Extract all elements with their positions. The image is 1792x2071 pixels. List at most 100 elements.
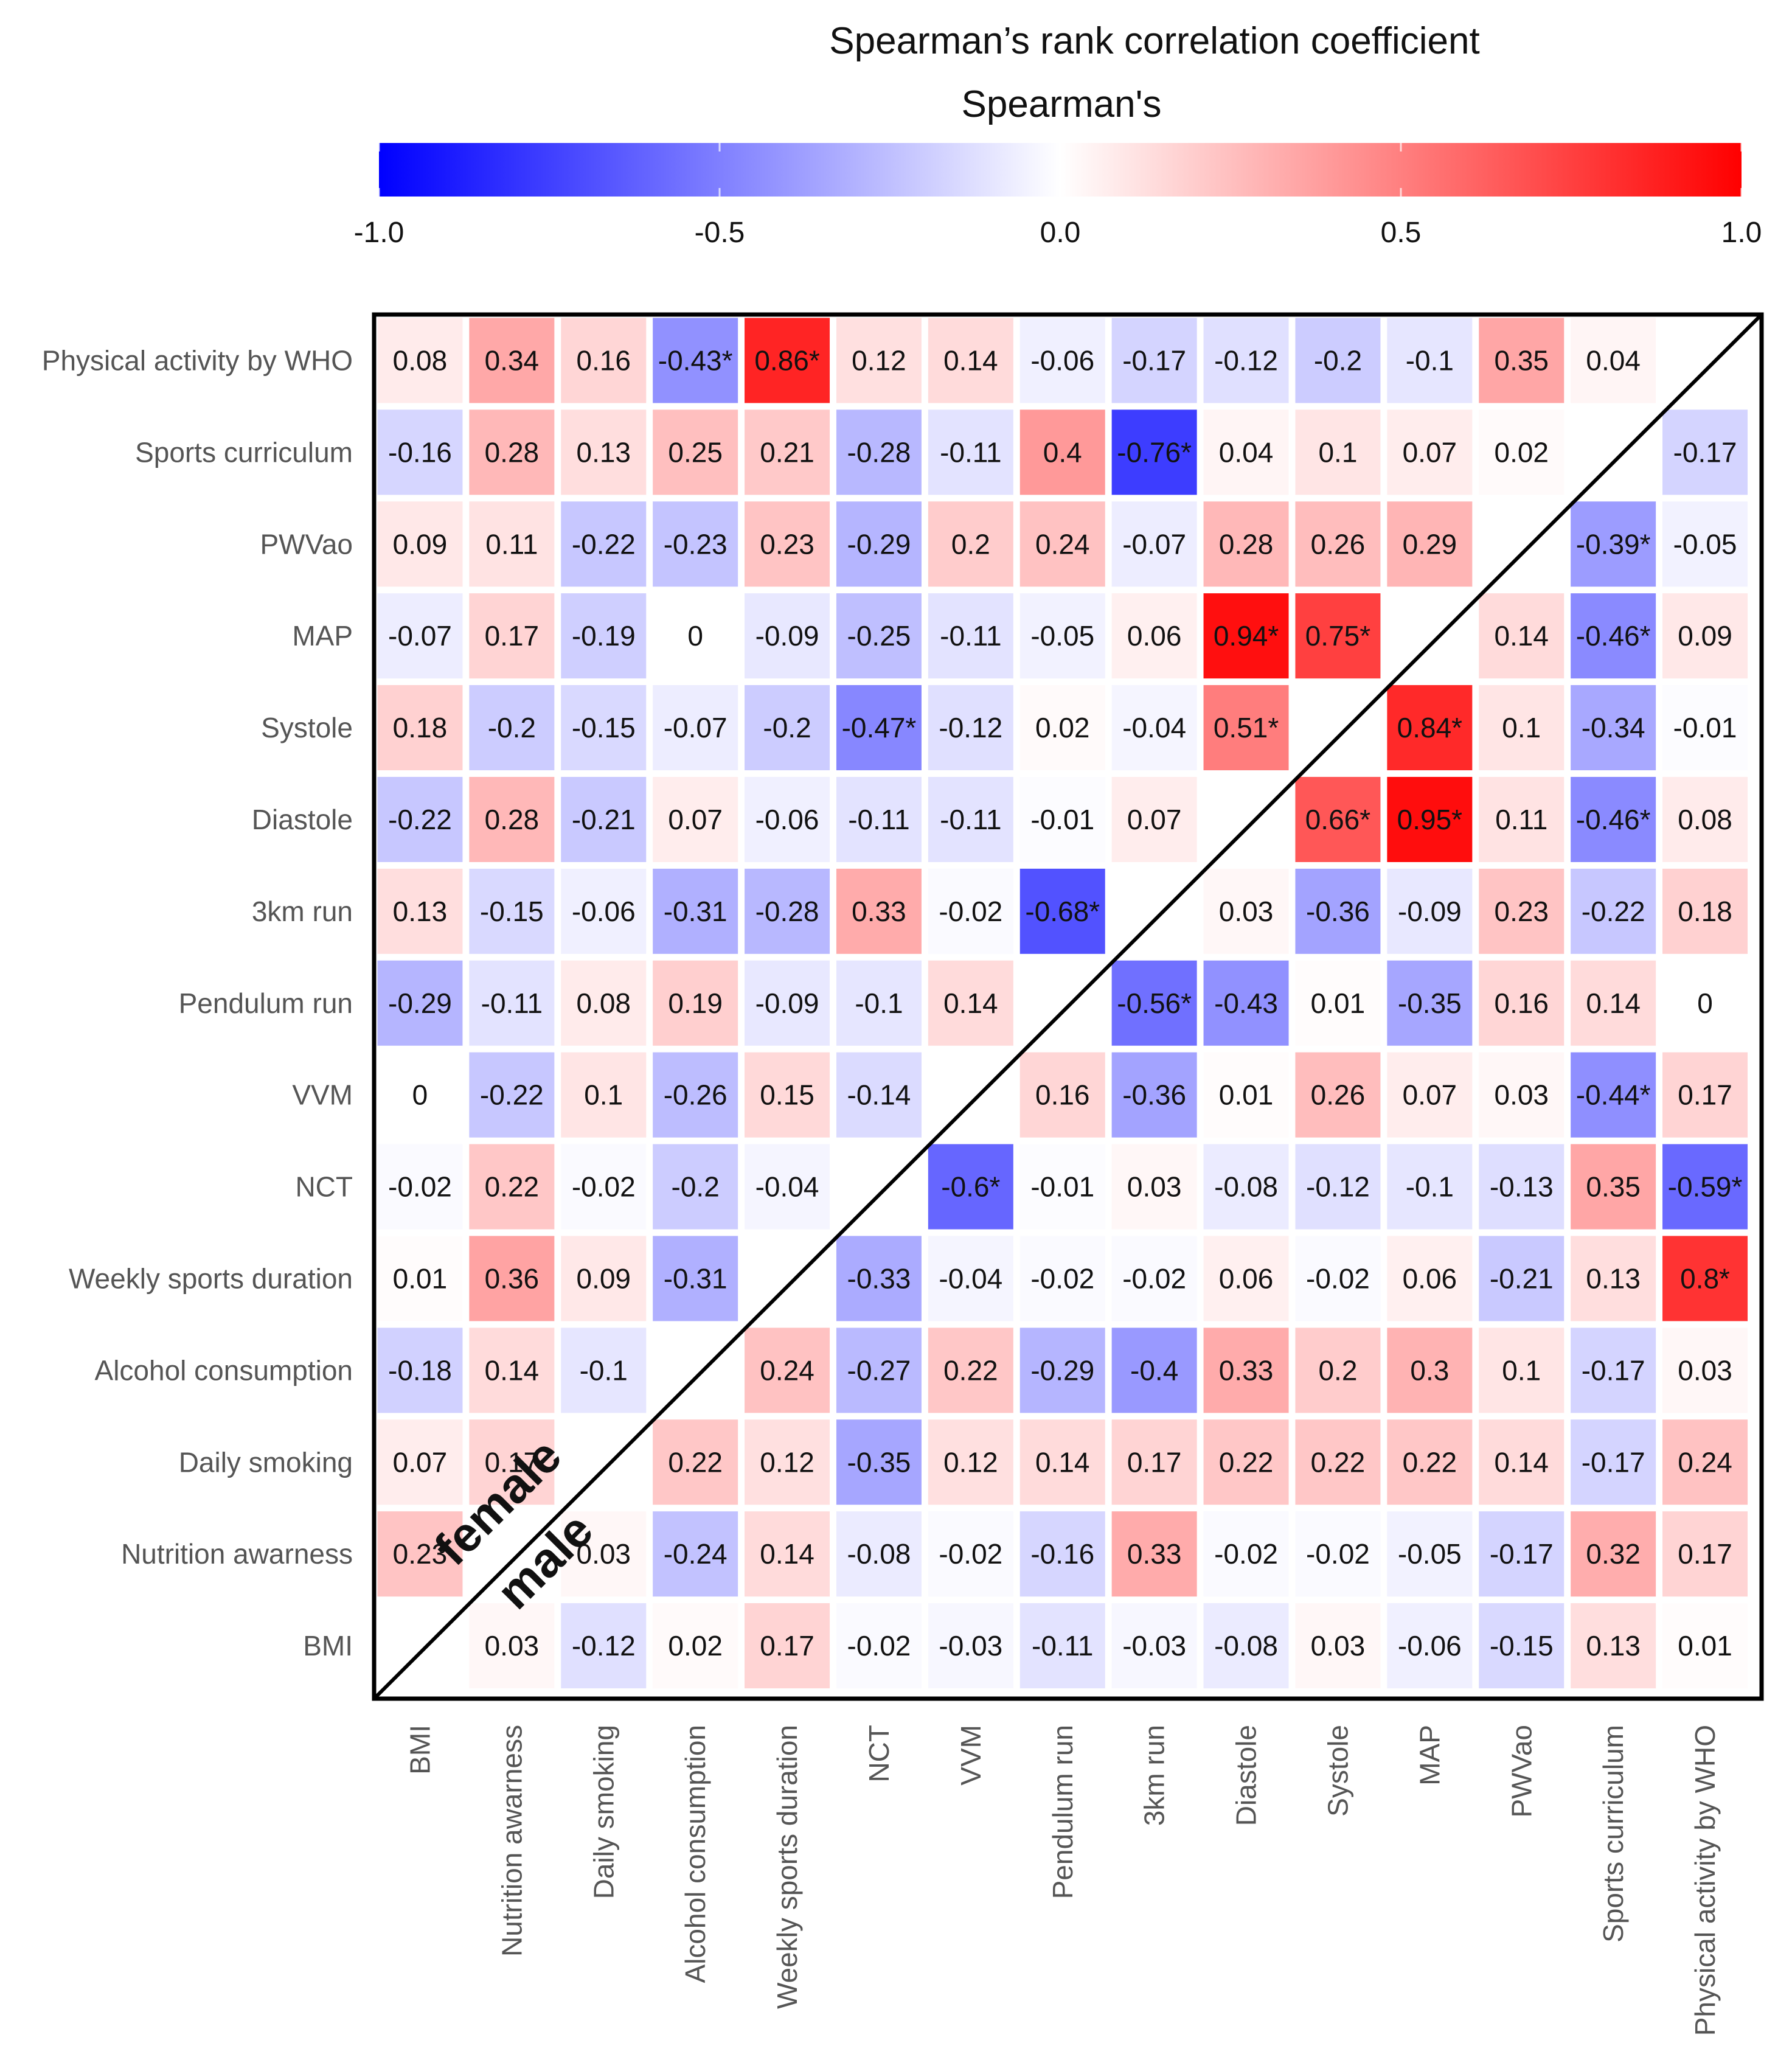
cell-value-label: 0.07 [668,804,723,835]
heatmap-cell: 0.03 [1203,868,1289,954]
heatmap-cell: 0.21 [745,409,830,495]
cell-fill [377,1511,463,1597]
cell-fill [1019,1236,1105,1321]
cell-fill [928,1603,1013,1689]
heatmap-cell: 0.13 [1571,1603,1656,1689]
heatmap-cell: -0.17 [1662,409,1748,495]
cell-value-label: -0.17 [1582,1446,1645,1478]
column-label: Diastole [1231,1725,1262,1826]
cell-value-label: 0.01 [1311,987,1366,1019]
colorbar-tick-label: -0.5 [695,217,745,249]
heatmap-cell: -0.06 [745,776,830,862]
heatmap-cell: 0.06 [1111,593,1197,679]
heatmap-cell: -0.04 [745,1144,830,1230]
column-label: Pendulum run [1047,1725,1078,1899]
heatmap-cell: -0.29 [1019,1328,1105,1413]
cell-value-label: -0.17 [1122,344,1186,376]
cell-fill [1571,318,1656,403]
cell-value-label: 0.17 [760,1630,814,1662]
heatmap-cell: -0.36 [1111,1052,1197,1138]
heatmap-cell: 0.04 [1571,318,1656,403]
cell-fill [377,868,463,954]
row-label: VVM [292,1079,353,1111]
cell-fill [1479,1419,1565,1505]
cell-fill [561,1236,647,1321]
cell-fill [1662,409,1748,495]
colorbar-ticks: -1.0 -0.5 0.0 0.5 1.0 [354,143,1762,249]
cell-fill [836,1603,922,1689]
cell-fill [745,1603,830,1689]
heatmap-cell: 0.17 [469,1419,555,1505]
cell-value-label: 0.86* [754,344,820,376]
cell-fill [1662,501,1748,587]
heatmap-cell: -0.17 [1571,1419,1656,1505]
cell-fill [1019,776,1105,862]
cell-fill [1662,685,1748,771]
cell-value-label: 0.13 [576,436,631,468]
cell-fill [1387,1603,1473,1689]
cell-fill [1111,593,1197,679]
cell-value-label: 0.03 [1219,896,1274,927]
heatmap-cell: -0.2 [469,685,555,771]
cell-fill [1571,1603,1656,1689]
cell-value-label: 0.94* [1214,620,1279,652]
cell-fill [469,1328,555,1413]
heatmap-cell: 0.17 [1111,1419,1197,1505]
cell-value-label: -0.02 [388,1171,452,1203]
heatmap-cell: -0.25 [836,593,922,679]
cell-fill [1203,1144,1289,1230]
cell-fill [561,776,647,862]
heatmap-cell: 0.66* [1295,776,1381,862]
cell-fill [745,593,830,679]
cell-value-label: -0.02 [1030,1262,1094,1294]
cell-fill [928,685,1013,771]
heatmap-cell: 0.13 [561,409,647,495]
heatmap-cell: 0.08 [1662,776,1748,862]
cell-value-label: -0.09 [1398,896,1462,927]
column-label: 3km run [1139,1725,1170,1826]
heatmap-cell: 0.33 [1203,1328,1289,1413]
heatmap-cell: -0.16 [1019,1511,1105,1597]
cell-value-label: 0.84* [1397,712,1463,743]
heatmap-cell: 0.03 [1111,1144,1197,1230]
heatmap-cell: 0.17 [469,593,555,679]
heatmap-cell: 0.14 [928,318,1013,403]
heatmap-cell: -0.39* [1571,501,1656,587]
cell-fill [469,685,555,771]
cell-fill [1571,1328,1656,1413]
cell-value-label: 0.12 [852,344,906,376]
heatmap-cell: 0.22 [469,1144,555,1230]
heatmap-cell: 0.34 [469,318,555,403]
cell-fill [745,776,830,862]
cell-value-label: -0.29 [847,528,911,560]
heatmap-cell: 0.29 [1387,501,1473,587]
cell-value-label: -0.17 [1582,1354,1645,1386]
heatmap-cell: -0.22 [561,501,647,587]
cell-value-label: 0.13 [1586,1630,1641,1662]
cell-value-label: 0.07 [393,1446,448,1478]
heatmap-cell: -0.1 [836,960,922,1046]
cell-value-label: -0.22 [480,1079,544,1111]
cell-value-label: 0.34 [485,344,540,376]
cell-value-label: -0.21 [572,804,636,835]
heatmap-cell: -0.27 [836,1328,922,1413]
cell-value-label: 0.13 [1586,1262,1641,1294]
cell-fill [1662,1328,1748,1413]
cell-value-label: -0.05 [1030,620,1094,652]
heatmap-cell: 0.16 [1019,1052,1105,1138]
cell-fill [469,318,555,403]
cell-fill [928,1511,1013,1597]
colorbar-tick-label: -1.0 [354,217,405,249]
cell-fill [469,1236,555,1321]
cell-fill [1295,409,1381,495]
heatmap-cell: 0.18 [1662,868,1748,954]
cell-fill [745,685,830,771]
heatmap-cell: -0.02 [928,868,1013,954]
heatmap-cell: 0.32 [1571,1511,1656,1597]
cell-fill [1019,593,1105,679]
cell-value-label: -0.07 [388,620,452,652]
heatmap-cell: -0.06 [1019,318,1105,403]
heatmap-cell: -0.21 [561,776,647,862]
row-label: Alcohol consumption [95,1354,353,1386]
